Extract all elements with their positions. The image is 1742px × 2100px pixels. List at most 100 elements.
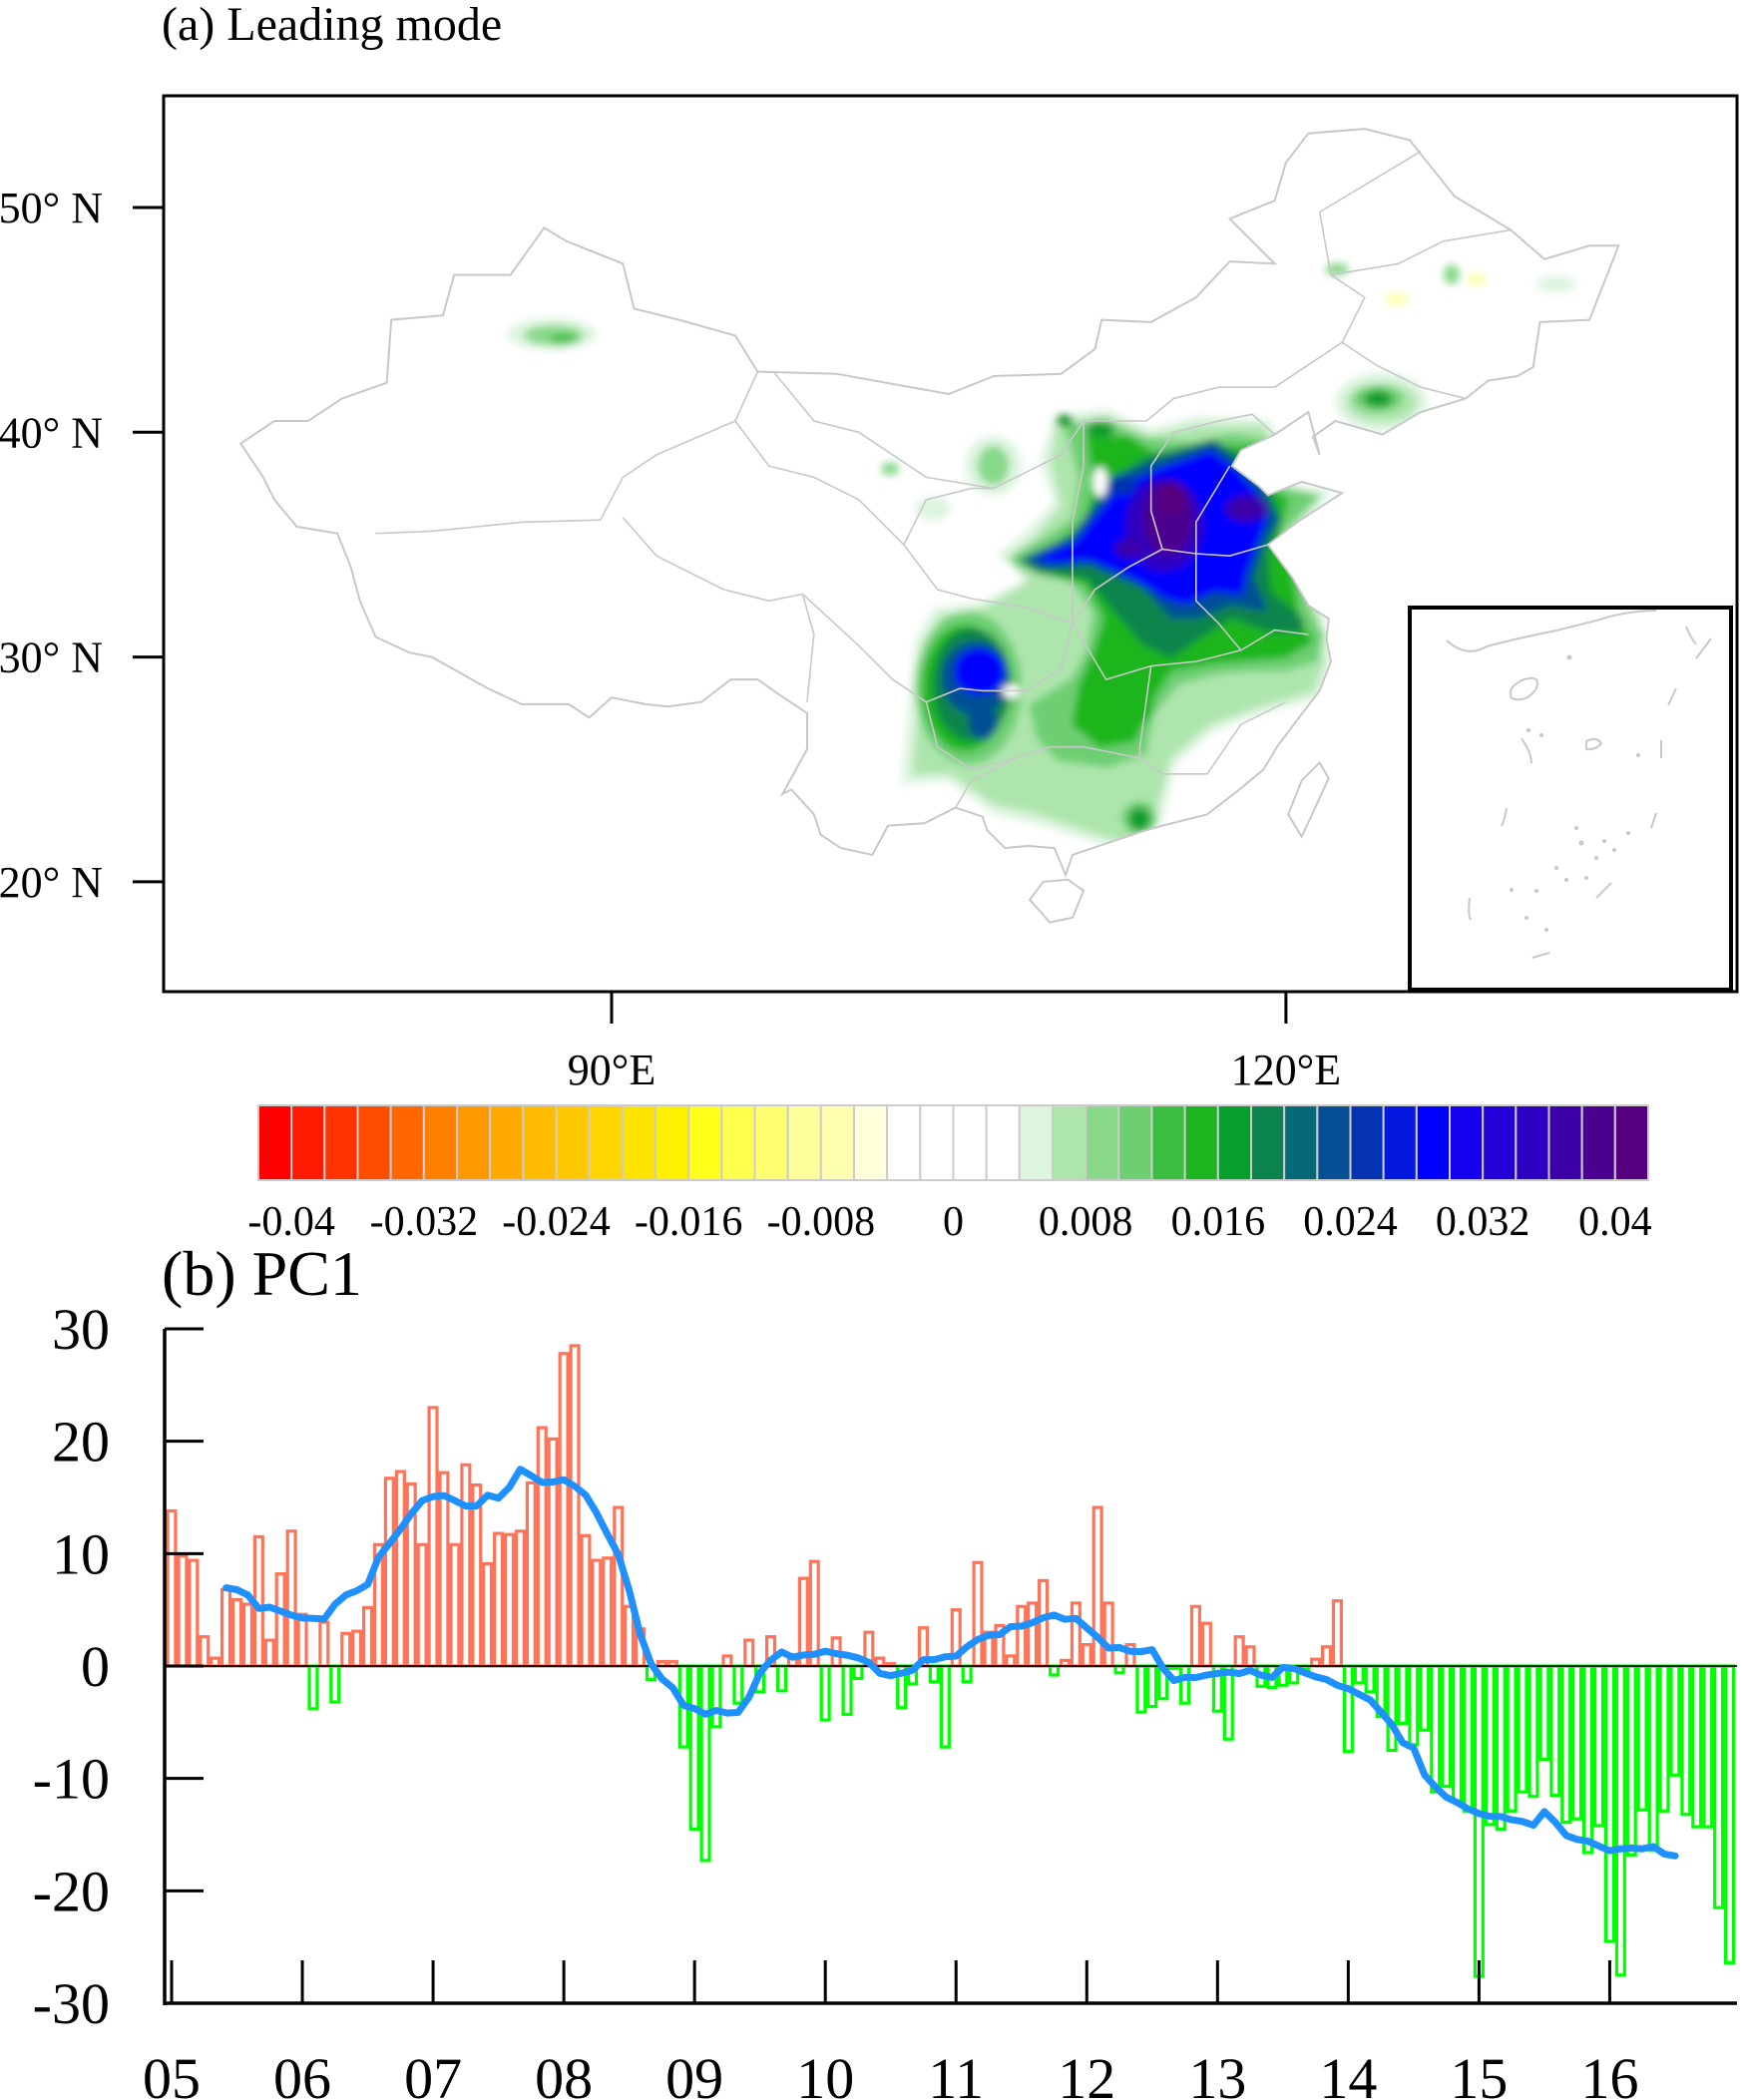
- bar-positive: [525, 1480, 537, 1668]
- colorbar-swatch: [952, 1104, 988, 1181]
- south-china-sea-inset: [1408, 606, 1733, 992]
- colorbar-swatch: [919, 1104, 955, 1181]
- bar-negative: [1462, 1664, 1475, 1813]
- bar-positive: [972, 1560, 984, 1668]
- bar-positive: [318, 1620, 330, 1668]
- map-frame: [162, 94, 1739, 994]
- colorbar-label: 0.04: [1578, 1199, 1652, 1245]
- bar-positive: [199, 1635, 211, 1668]
- colorbar-label: 0: [943, 1199, 964, 1245]
- bar-negative: [1571, 1664, 1583, 1821]
- bar-negative: [1397, 1664, 1409, 1726]
- y-tick-label: -30: [33, 1971, 110, 2036]
- bar-positive: [188, 1558, 200, 1668]
- colorbar-swatch: [489, 1104, 525, 1181]
- bar-negative: [1451, 1664, 1464, 1803]
- colorbar-swatch: [588, 1104, 624, 1181]
- x-tick-label: 05: [143, 2046, 201, 2100]
- bar-positive: [1233, 1635, 1245, 1668]
- lat-label: 40° N: [0, 408, 103, 457]
- colorbar-swatch: [720, 1104, 756, 1181]
- colorbar-swatch: [621, 1104, 656, 1181]
- bar-negative: [329, 1664, 341, 1704]
- bar-negative: [1342, 1664, 1354, 1754]
- bar-negative: [1658, 1664, 1670, 1813]
- y-tick-label: 20: [52, 1410, 110, 1474]
- running-mean-line: [222, 1466, 1679, 1860]
- colorbar-label: 0.024: [1303, 1199, 1398, 1245]
- bar-negative: [1517, 1664, 1528, 1794]
- bar-negative: [1702, 1664, 1714, 1829]
- bar-positive: [438, 1470, 450, 1668]
- x-tick-label: 11: [928, 2046, 984, 2100]
- bar-negative: [1538, 1664, 1550, 1762]
- colorbar-swatch: [654, 1104, 690, 1181]
- province-border: [1195, 554, 1242, 651]
- province-border: [622, 517, 815, 702]
- bar-negative: [1527, 1664, 1539, 1799]
- bar-positive: [362, 1605, 374, 1668]
- bar-positive: [1309, 1657, 1322, 1668]
- bar-negative: [1113, 1664, 1125, 1675]
- bar-negative: [1625, 1664, 1637, 1857]
- bar-negative: [1419, 1664, 1431, 1732]
- bar-negative: [961, 1664, 973, 1684]
- province-border: [801, 544, 1269, 703]
- bar-positive: [514, 1529, 527, 1668]
- colorbar-label: -0.04: [247, 1199, 335, 1245]
- colorbar-swatch: [1449, 1104, 1485, 1181]
- bar-negative: [1473, 1664, 1485, 1978]
- bar-negative: [1495, 1664, 1507, 1831]
- bar-negative: [1430, 1664, 1442, 1794]
- bar-negative: [1603, 1664, 1616, 1943]
- bar-positive: [1331, 1599, 1344, 1668]
- province-border: [925, 700, 1287, 775]
- colorbar-swatch: [1250, 1104, 1286, 1181]
- colorbar-swatch: [1316, 1104, 1352, 1181]
- bar-positive: [1005, 1654, 1017, 1668]
- colorbar-label: -0.032: [370, 1199, 479, 1245]
- bar-positive: [591, 1558, 603, 1668]
- colorbar-swatch: [1183, 1104, 1219, 1181]
- china-outline: [238, 128, 1620, 878]
- bar-positive: [482, 1561, 494, 1668]
- x-tick-label: 14: [1319, 2046, 1377, 2100]
- bar-negative: [1222, 1664, 1234, 1741]
- bar-negative: [732, 1664, 744, 1705]
- colorbar-swatch: [1283, 1104, 1319, 1181]
- lat-label: 30° N: [0, 633, 103, 682]
- colorbar-swatch: [687, 1104, 723, 1181]
- bar-negative: [699, 1664, 711, 1863]
- province-border: [1341, 341, 1467, 400]
- bar-positive: [394, 1470, 406, 1668]
- colorbar-label: 0.016: [1171, 1199, 1266, 1245]
- colorbar-swatch: [422, 1104, 459, 1181]
- bar-positive: [493, 1531, 505, 1668]
- bar-negative: [1647, 1664, 1659, 1853]
- bar-positive: [241, 1602, 254, 1668]
- province-border: [1149, 413, 1276, 550]
- colorbar-swatch: [753, 1104, 789, 1181]
- x-tick-label: 15: [1450, 2046, 1508, 2100]
- colorbar-swatch: [1349, 1104, 1385, 1181]
- colorbar-swatch: [1052, 1104, 1088, 1181]
- pc1-chart: 30 20 10 0 -10 -20 -30 05 06 07 08 09 10 11 12 13 14 15 16: [33, 1297, 1737, 2100]
- bar-negative: [1560, 1664, 1572, 1825]
- bar-negative: [852, 1664, 864, 1680]
- bar-negative: [928, 1664, 940, 1684]
- colorbar-swatch: [853, 1104, 889, 1181]
- bar-positive: [471, 1482, 483, 1668]
- colorbar-swatch: [1515, 1104, 1550, 1181]
- bar-positive: [285, 1529, 297, 1668]
- y-tick-label: -10: [33, 1747, 110, 1812]
- bar-positive: [383, 1476, 395, 1668]
- bar-positive: [536, 1426, 548, 1668]
- colorbar-swatch: [356, 1104, 392, 1181]
- colorbar-swatch: [985, 1104, 1021, 1181]
- map-title: (a) Leading mode: [162, 0, 502, 51]
- province-border: [955, 757, 1017, 809]
- y-tick-label: 0: [81, 1634, 110, 1699]
- lon-label: 90°E: [568, 1046, 655, 1094]
- colorbar-swatch: [1580, 1104, 1616, 1181]
- colorbar-swatch: [1018, 1104, 1054, 1181]
